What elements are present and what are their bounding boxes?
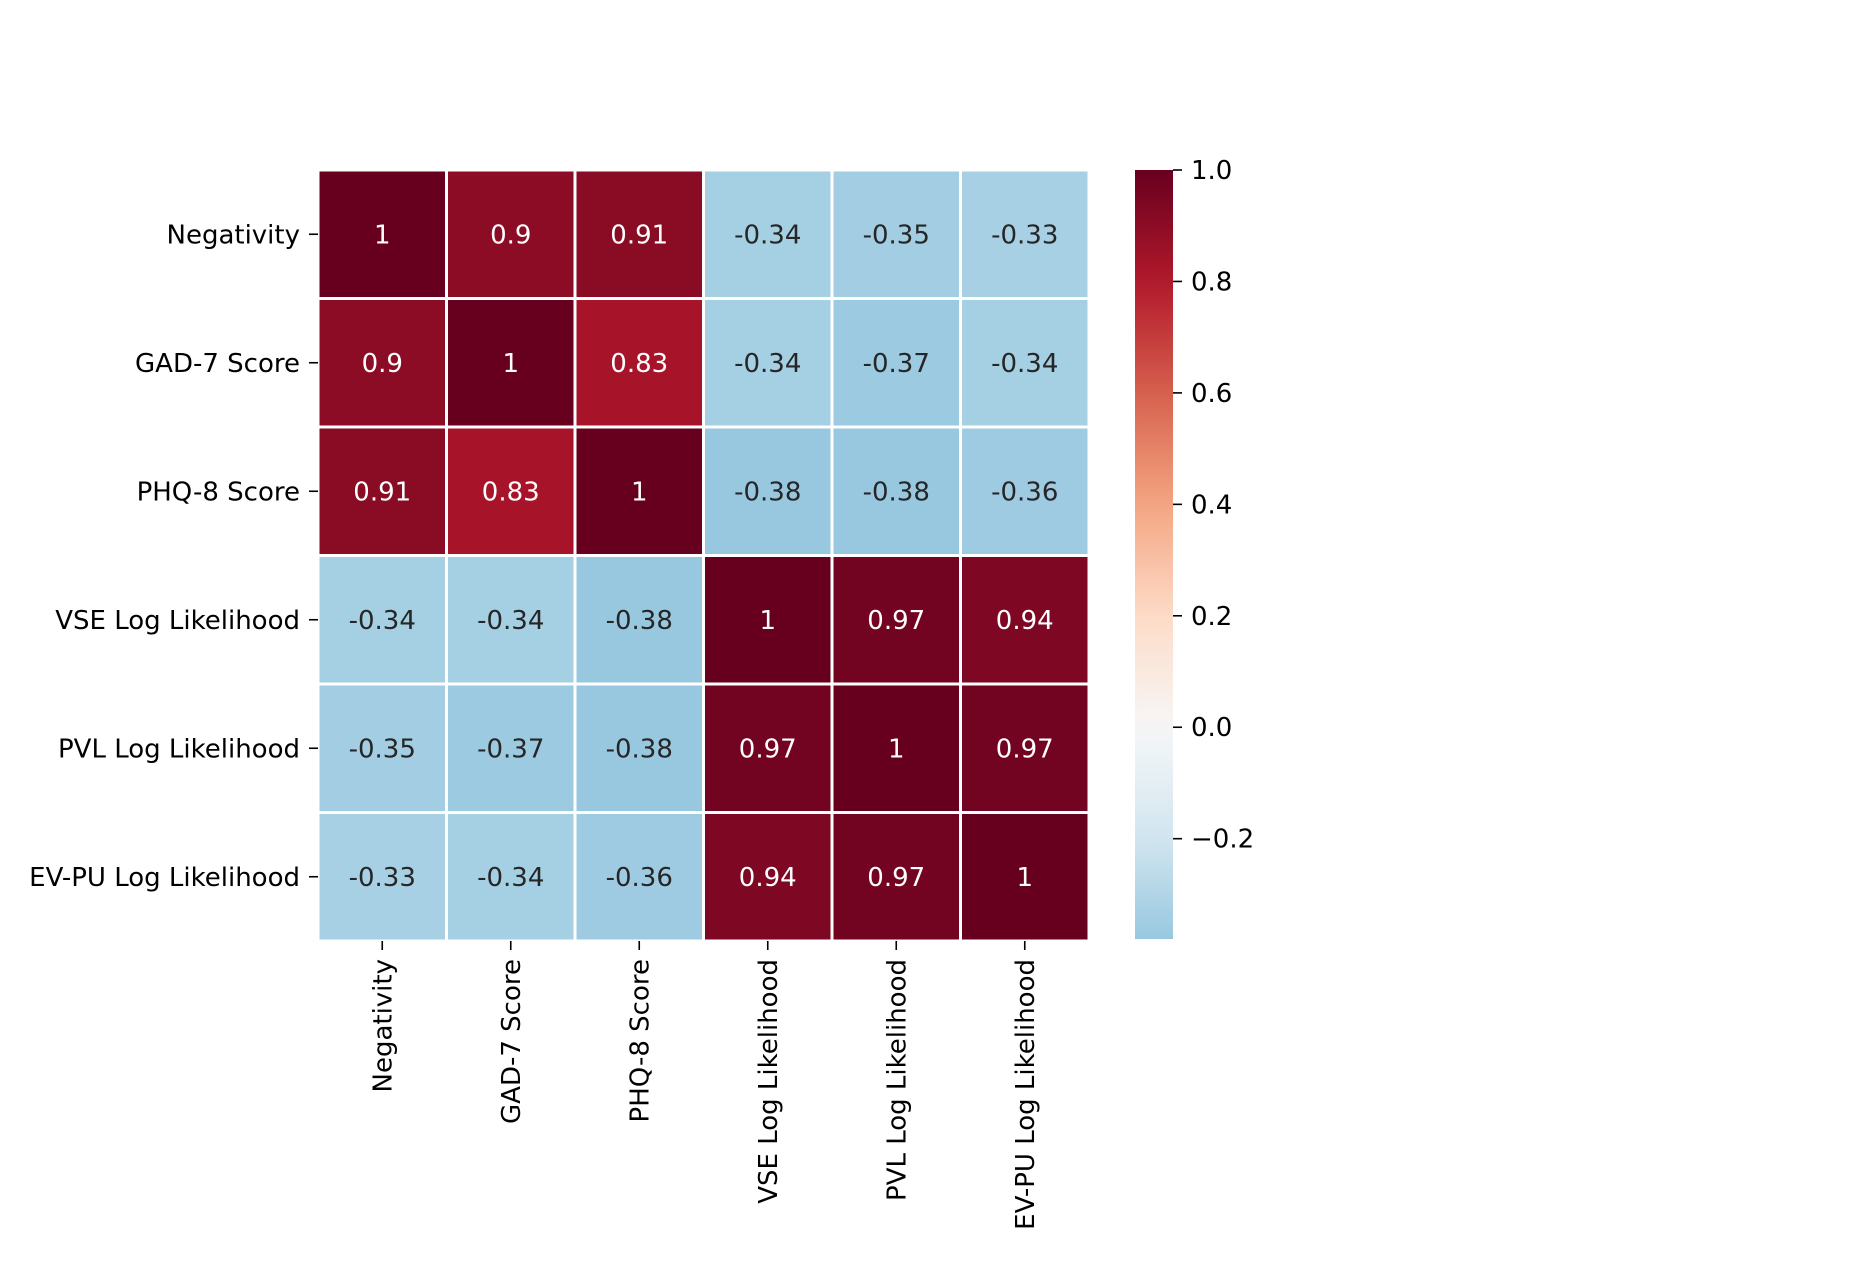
heatmap-cell-labels: 1 0.9 0.91 -0.34 -0.35 -0.330.9 1 0.83 -0.34 -0.3… (349, 220, 1059, 893)
y-tick-label: PVL Log Likelihood (58, 734, 300, 764)
cell-value-label: -0.38 (606, 606, 673, 636)
heatmap-cell (448, 557, 574, 683)
cell-value-label: -0.37 (477, 734, 544, 764)
heatmap-cell (319, 685, 445, 811)
cell-value-label: 0.91 (353, 477, 411, 507)
heatmap-cell (576, 300, 702, 426)
heatmap-cell (962, 685, 1088, 811)
y-tick-label: GAD-7 Score (135, 349, 300, 379)
y-tick-label: EV-PU Log Likelihood (29, 863, 300, 893)
x-tick-label: Negativity (368, 959, 398, 1093)
heatmap-cell (833, 814, 959, 940)
cell-value-label: 1 (1016, 863, 1033, 893)
x-tick-label: VSE Log Likelihood (754, 959, 784, 1204)
cell-value-label: -0.33 (991, 220, 1058, 250)
y-tick-label: Negativity (167, 220, 301, 250)
heatmap-cell (962, 557, 1088, 683)
heatmap-cell (705, 557, 831, 683)
colorbar-tick-label: 0.0 (1191, 713, 1232, 743)
heatmap-cell (962, 300, 1088, 426)
x-tick-label: GAD-7 Score (497, 959, 527, 1124)
heatmap-cell (833, 557, 959, 683)
heatmap-cell (962, 171, 1088, 297)
x-tick-label: PHQ-8 Score (625, 959, 655, 1122)
colorbar-tick-label: 0.2 (1191, 602, 1232, 632)
heatmap-cell (833, 685, 959, 811)
cell-value-label: -0.34 (477, 606, 544, 636)
cell-value-label: 1 (888, 734, 905, 764)
heatmap-cell (833, 300, 959, 426)
heatmap-cell (319, 171, 445, 297)
heatmap-cell (448, 814, 574, 940)
colorbar-tick-label: 0.6 (1191, 379, 1232, 409)
colorbar: 1.0 0.8 0.6 0.4 0.2 0.0 −0.2 (1135, 156, 1254, 939)
cell-value-label: -0.34 (349, 606, 416, 636)
x-tick-label: PVL Log Likelihood (882, 959, 912, 1201)
heatmap-cell (705, 814, 831, 940)
heatmap-cell (962, 814, 1088, 940)
cell-value-label: 0.83 (610, 349, 668, 379)
heatmap-cell (705, 171, 831, 297)
cell-value-label: 0.97 (739, 734, 797, 764)
cell-value-label: 0.97 (867, 863, 925, 893)
cell-value-label: -0.34 (991, 349, 1058, 379)
cell-value-label: 0.9 (362, 349, 403, 379)
cell-value-label: 1 (759, 606, 776, 636)
cell-value-label: 1 (374, 220, 391, 250)
cell-value-label: -0.34 (734, 220, 801, 250)
heatmap-cell (319, 300, 445, 426)
cell-value-label: -0.34 (734, 349, 801, 379)
cell-value-label: -0.35 (349, 734, 416, 764)
cell-value-label: -0.34 (477, 863, 544, 893)
cell-value-label: 0.9 (490, 220, 531, 250)
heatmap-cell (833, 171, 959, 297)
cell-value-label: -0.38 (606, 734, 673, 764)
cell-value-label: -0.36 (991, 477, 1058, 507)
heatmap-cell (319, 814, 445, 940)
x-tick-label: EV-PU Log Likelihood (1011, 959, 1041, 1230)
cell-value-label: 0.91 (610, 220, 668, 250)
cell-value-label: 0.94 (996, 606, 1054, 636)
cell-value-label: -0.36 (606, 863, 673, 893)
cell-value-label: -0.33 (349, 863, 416, 893)
heatmap-cell (705, 428, 831, 554)
cell-value-label: -0.38 (863, 477, 930, 507)
heatmap-cells (319, 171, 1088, 940)
cell-value-label: 0.97 (867, 606, 925, 636)
heatmap-cell (705, 685, 831, 811)
cell-value-label: 0.97 (996, 734, 1054, 764)
cell-value-label: -0.35 (863, 220, 930, 250)
heatmap-cell (448, 300, 574, 426)
heatmap-cell (448, 428, 574, 554)
colorbar-tick-label: −0.2 (1191, 825, 1254, 855)
heatmap-cell (962, 428, 1088, 554)
colorbar-gradient (1135, 170, 1173, 939)
heatmap-cell (319, 428, 445, 554)
heatmap-cell (319, 557, 445, 683)
cell-value-label: 0.83 (482, 477, 540, 507)
colorbar-tick-label: 0.8 (1191, 267, 1232, 297)
heatmap-cell (576, 685, 702, 811)
heatmap-cell (448, 685, 574, 811)
cell-value-label: -0.37 (863, 349, 930, 379)
x-axis: Negativity GAD-7 Score PHQ-8 Score VSE Log … (368, 941, 1041, 1230)
heatmap-cell (705, 300, 831, 426)
heatmap-cell (448, 171, 574, 297)
cell-value-label: 1 (502, 349, 519, 379)
y-tick-label: PHQ-8 Score (137, 477, 300, 507)
heatmap-cell (833, 428, 959, 554)
colorbar-tick-label: 1.0 (1191, 156, 1232, 186)
cell-value-label: 1 (631, 477, 648, 507)
heatmap-cell (576, 814, 702, 940)
cell-value-label: 0.94 (739, 863, 797, 893)
y-tick-label: VSE Log Likelihood (55, 606, 300, 636)
heatmap-cell (576, 428, 702, 554)
cell-value-label: -0.38 (734, 477, 801, 507)
colorbar-tick-label: 0.4 (1191, 490, 1232, 520)
heatmap-cell (576, 171, 702, 297)
y-axis: Negativity GAD-7 Score PHQ-8 Score VSE Log … (29, 220, 318, 893)
heatmap-cell (576, 557, 702, 683)
